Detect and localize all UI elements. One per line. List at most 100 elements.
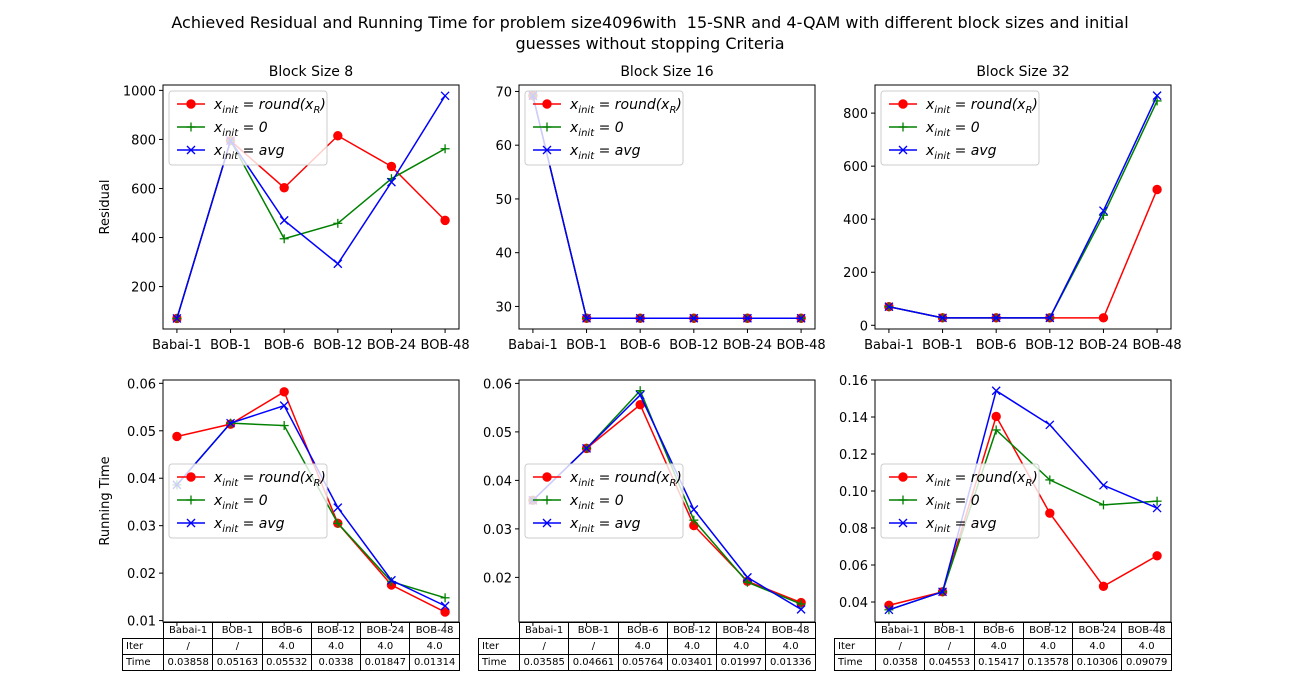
table-cell: 0.04553 <box>924 654 975 671</box>
legend-marker-avg-b <box>186 518 196 528</box>
legend-marker-round <box>186 99 196 109</box>
data-point-round <box>991 411 1001 422</box>
table-cell: / <box>924 638 975 655</box>
data-point-avg <box>333 259 343 269</box>
legend-label-rest: = 0 <box>238 120 268 136</box>
legend-label-rest: = 0 <box>594 493 624 509</box>
data-point-zero <box>742 577 752 587</box>
table-row: Time 0.0358 0.04553 0.15417 0.13578 0.10306 0.… <box>834 654 1172 671</box>
data-point-zero <box>333 518 343 528</box>
x-tick-label: BOB-6 <box>976 338 1017 353</box>
legend-marker-avg-b <box>542 145 552 155</box>
legend-label-rest: = 0 <box>950 120 980 136</box>
y-tick-label: 0.12 <box>839 448 868 463</box>
legend-label-subscript: init <box>222 524 239 535</box>
legend-label-var: x <box>569 143 579 159</box>
legend-label-zero: xinit = 0 <box>569 493 624 512</box>
y-axis-label: Residual <box>98 180 113 235</box>
y-tick-label: 0.06 <box>127 377 156 392</box>
legend-label-round: xinit = round(xR) <box>569 97 682 116</box>
y-tick-label: 70 <box>495 85 512 100</box>
legend-label-subscript: init <box>934 128 951 139</box>
legend-label-subscript: init <box>934 524 951 535</box>
data-point-avg-b <box>1045 313 1055 323</box>
data-point-avg <box>172 313 182 323</box>
legend-label-subscript-r: R <box>1025 105 1032 116</box>
x-tick-label: BOB-48 <box>421 338 470 353</box>
y-tick-label: 0.05 <box>483 426 512 441</box>
legend-label-round: xinit = round(xR) <box>213 97 326 116</box>
legend-label-rest: = 0 <box>238 493 268 509</box>
data-point-zero <box>1098 500 1108 510</box>
table-column-header: Babai-1 <box>518 622 570 639</box>
data-point-zero <box>635 386 645 396</box>
data-point-round <box>1152 551 1162 561</box>
chart-panel-2: Block Size 16 30 40 50 60 70 Babai-1 BOB-1 BOB-6… <box>495 64 825 353</box>
table-column-header: Babai-1 <box>162 622 214 639</box>
table-header-row: Babai-1 BOB-1 BOB-6 BOB-12 BOB-24 BOB-48 <box>123 622 460 639</box>
table-cell: 0.05163 <box>212 654 263 671</box>
legend-label-avg: xinit = avg <box>569 143 641 162</box>
data-point-avg-b <box>1098 480 1108 490</box>
legend-label-avg: xinit = avg <box>213 516 285 535</box>
table-cell: 4.0 <box>973 638 1024 655</box>
y-tick-label: 0.03 <box>127 520 156 535</box>
data-point-round <box>172 431 182 442</box>
legend-label-rest: = avg <box>950 143 996 159</box>
legend-label-subscript: init <box>578 524 595 535</box>
legend-marker-avg-b <box>898 145 908 155</box>
data-point-avg <box>279 401 289 411</box>
data-point-avg-b <box>386 575 396 585</box>
legend-label-subscript: init <box>222 128 239 139</box>
data-point-zero <box>279 421 289 431</box>
table-cell: 0.01997 <box>716 654 767 671</box>
y-tick-label: 1000 <box>123 84 156 99</box>
data-point-avg <box>689 313 699 323</box>
legend-label-zero: xinit = 0 <box>213 120 268 139</box>
y-tick-label: 30 <box>495 300 512 315</box>
data-point-avg-b <box>689 313 699 323</box>
legend-box <box>524 90 684 166</box>
legend-label-rest: = 0 <box>594 120 624 136</box>
legend-label-subscript: init <box>578 501 595 512</box>
table-corner <box>479 623 520 639</box>
data-point-avg <box>991 386 1001 396</box>
legend-box <box>168 463 328 539</box>
table-column-header: BOB-12 <box>1022 622 1074 639</box>
data-point-avg <box>386 575 396 585</box>
table-cell: / <box>212 638 263 655</box>
y-tick-label: 0.05 <box>127 425 156 440</box>
table-cell: 4.0 <box>617 638 668 655</box>
data-point-avg-b <box>742 313 752 323</box>
legend-label-rest: = avg <box>950 516 996 532</box>
data-point-avg-b <box>279 215 289 225</box>
data-point-avg <box>333 503 343 513</box>
table-cell: / <box>162 638 214 655</box>
data-point-avg <box>1045 420 1055 430</box>
legend-box <box>880 90 1040 166</box>
legend-label-subscript: init <box>578 105 595 116</box>
legend-label-round: xinit = round(xR) <box>213 470 326 489</box>
table-row-label: Iter <box>478 638 520 655</box>
x-tick-label: BOB-12 <box>313 338 362 353</box>
table-row: Time 0.03858 0.05163 0.05532 0.0338 0.01847 0.… <box>122 654 460 671</box>
data-point-avg-b <box>991 313 1001 323</box>
legend-label-var: x <box>213 470 223 486</box>
legend-label-var: x <box>213 143 223 159</box>
x-tick-label: BOB-1 <box>566 338 607 353</box>
table-row-label: Iter <box>834 638 876 655</box>
data-point-avg <box>440 601 450 611</box>
chart-panel-3: Block Size 32 0 200 400 600 800 Babai-1 BOB-1 BO… <box>843 64 1181 353</box>
table-column-header: BOB-24 <box>360 622 411 639</box>
data-point-avg <box>386 177 396 187</box>
table-row-label: Time <box>478 654 520 671</box>
table-row: Time 0.03585 0.04661 0.05764 0.03401 0.01997 0… <box>478 654 816 671</box>
table-row: Iter //4.0 4.0 4.0 4.0 <box>834 638 1172 655</box>
data-point-avg <box>742 572 752 582</box>
y-tick-label: 0.06 <box>483 377 512 392</box>
y-tick-label: 0.02 <box>483 571 512 586</box>
legend-label-var: x <box>925 97 935 113</box>
legend-label-subscript: init <box>222 478 239 489</box>
